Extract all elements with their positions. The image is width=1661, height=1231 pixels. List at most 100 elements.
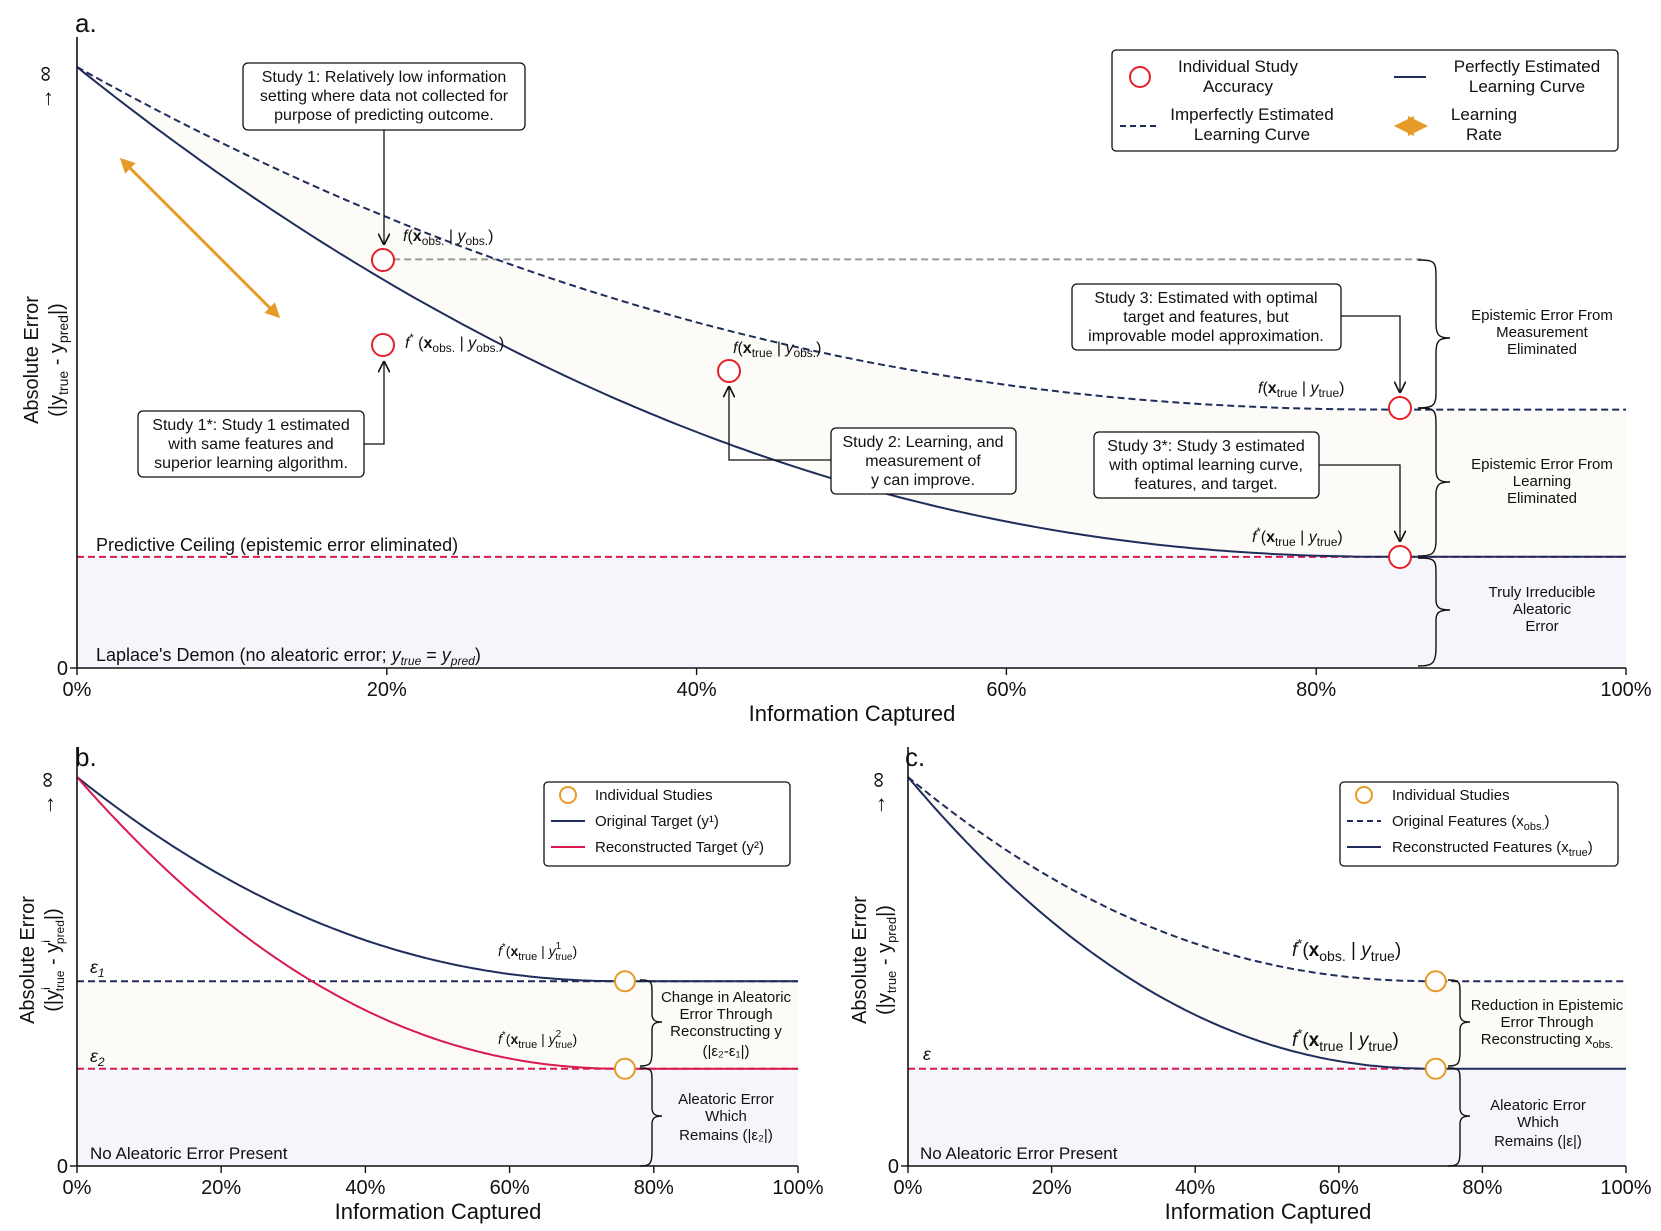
- marker-c-reconstructed: [1424, 1057, 1447, 1080]
- label-b-y2: f*(xtrue | y2 true): [498, 1029, 577, 1051]
- svg-text:Truly Irreducible: Truly Irreducible: [1489, 584, 1596, 601]
- legend-c-reconstructed: Reconstructed Features (xtrue): [1392, 839, 1593, 859]
- marker-study-1-star: [371, 333, 395, 357]
- svg-text:target and features, but: target and features, but: [1123, 309, 1289, 326]
- svg-text:(|yitrue - yipred|): (|yitrue - yipred|): [39, 908, 67, 1012]
- no-aleatoric-b: No Aleatoric Error Present: [90, 1144, 288, 1163]
- svg-text:setting where data not collect: setting where data not collected for: [260, 88, 509, 105]
- ylabel-c: Absolute Error (|ytrue - ypred|): [849, 896, 899, 1024]
- legend-b-reconstructed: Reconstructed Target (y²): [595, 839, 764, 856]
- x-tick-label: 60%: [490, 1177, 530, 1199]
- legend-study-line1: Individual Study: [1178, 57, 1299, 76]
- x-tick-label: 80%: [1462, 1177, 1502, 1199]
- svg-text:Remains (|ε₂|): Remains (|ε₂|): [679, 1127, 773, 1144]
- y-infinity-a: → ∞: [32, 66, 57, 110]
- ylabel-b: Absolute Error (|yitrue - yipred|): [17, 896, 67, 1024]
- panel-a: a. Individual Study Accuracy Perfectly E…: [21, 8, 1652, 726]
- legend-c-original: Original Features (xobs.): [1392, 813, 1550, 833]
- svg-text:Which: Which: [705, 1108, 747, 1125]
- laplace-demon-label: Laplace's Demon (no aleatoric error; ytr…: [96, 645, 481, 668]
- epsilon-label-c: ε: [923, 1044, 932, 1064]
- x-tick-label: 100%: [772, 1177, 823, 1199]
- marker-b-reconstructed: [613, 1057, 636, 1080]
- label-f-xtrue-ytrue: f(xtrue | ytrue): [1258, 380, 1344, 400]
- xlabel-a: Information Captured: [749, 701, 956, 726]
- callout-study-3: Study 3: Estimated with optimal target a…: [1071, 283, 1400, 392]
- y-infinity-b: → ∞: [34, 772, 59, 816]
- x-tick-label: 0%: [63, 1177, 92, 1199]
- brace-b-upper: [639, 979, 663, 1067]
- xlabel-c: Information Captured: [1165, 1199, 1372, 1224]
- reduction-region-c: [908, 777, 1626, 1069]
- imperfect-learning-curve: [76, 66, 1626, 411]
- aleatoric-region-b: [77, 1066, 798, 1166]
- legend-a: Individual Study Accuracy Perfectly Esti…: [1111, 49, 1619, 152]
- x-tick-label: 100%: [1600, 1177, 1651, 1199]
- y-zero-c: 0: [888, 1156, 899, 1178]
- svg-text:Which: Which: [1517, 1114, 1559, 1131]
- callout-study-1-star: Study 1*: Study 1 estimated with same fe…: [137, 362, 384, 478]
- marker-study-1: [371, 248, 395, 272]
- x-tick-label: 80%: [1296, 679, 1336, 701]
- svg-text:Aleatoric Error: Aleatoric Error: [1490, 1097, 1586, 1114]
- svg-text:Reconstructing y: Reconstructing y: [670, 1023, 782, 1040]
- brace-c-lower: [1447, 1067, 1471, 1167]
- legend-b-marker: [559, 786, 577, 804]
- svg-text:Study 3*: Study 3 estimated: Study 3*: Study 3 estimated: [1107, 438, 1304, 455]
- svg-text:Error Through: Error Through: [679, 1006, 772, 1023]
- svg-text:(|ε₂-ε₁|): (|ε₂-ε₁|): [702, 1043, 749, 1060]
- label-c-obs: f*(xobs. | ytrue): [1292, 936, 1401, 964]
- predictive-ceiling-label: Predictive Ceiling (epistemic error elim…: [96, 535, 458, 555]
- svg-text:improvable model approximation: improvable model approximation.: [1088, 328, 1324, 345]
- label-b-y1: f*(xtrue | y1 true): [498, 941, 577, 963]
- axes-c: 0% 20% 40% 60% 80% 100%: [894, 747, 1652, 1199]
- svg-text:Error: Error: [1525, 618, 1558, 635]
- ylabel-a: Absolute Error (|ytrue - ypred|): [21, 296, 71, 424]
- legend-marker-study: [1129, 66, 1151, 88]
- svg-text:(|ytrue - ypred|): (|ytrue - ypred|): [874, 905, 899, 1015]
- brace-text-learning: Epistemic Error From Learning Eliminated: [1471, 456, 1613, 507]
- svg-text:Learning: Learning: [1513, 473, 1571, 490]
- svg-text:Absolute Error: Absolute Error: [849, 896, 871, 1024]
- brace-c-lower-text: Aleatoric Error Which Remains (|ε|): [1490, 1097, 1586, 1150]
- label-fstar-xobs-yobs: f* (xobs. | yobs.): [405, 332, 504, 355]
- label-fstar-xtrue-ytrue: f*(xtrue | ytrue): [1252, 526, 1343, 549]
- svg-text:y can improve.: y can improve.: [871, 472, 975, 489]
- x-tick-label: 60%: [986, 679, 1026, 701]
- x-tick-label: 100%: [1600, 679, 1651, 701]
- callout-study-1: Study 1: Relatively low information sett…: [242, 62, 526, 244]
- aleatoric-region-c: [908, 1066, 1626, 1166]
- panel-c: c. Individual Studies Original Features …: [849, 742, 1652, 1224]
- legend-perfect-line2: Learning Curve: [1469, 77, 1585, 96]
- y-zero-a: 0: [57, 658, 68, 680]
- brace-text-irreducible: Truly Irreducible Aleatoric Error: [1489, 584, 1596, 635]
- aleatoric-region: [77, 558, 1626, 668]
- epsilon-2-label: ε2: [90, 1046, 105, 1069]
- svg-text:Aleatoric Error: Aleatoric Error: [678, 1091, 774, 1108]
- x-tick-label: 0%: [894, 1177, 923, 1199]
- marker-study-2: [717, 359, 741, 383]
- legend-imperfect-line2: Learning Curve: [1194, 125, 1310, 144]
- svg-text:Reduction in Epistemic: Reduction in Epistemic: [1471, 997, 1624, 1014]
- svg-text:Remains (|ε|): Remains (|ε|): [1494, 1133, 1582, 1150]
- x-tick-label: 40%: [345, 1177, 385, 1199]
- callout-study-3-star: Study 3*: Study 3 estimated with optimal…: [1093, 431, 1400, 541]
- svg-text:Study 3: Estimated with optima: Study 3: Estimated with optimal: [1094, 290, 1317, 307]
- svg-text:Study 1: Relatively low inform: Study 1: Relatively low information: [262, 69, 507, 86]
- marker-study-3-star: [1388, 545, 1412, 569]
- legend-b: Individual Studies Original Target (y¹) …: [543, 781, 791, 867]
- reconstructed-features-curve: [907, 776, 1626, 1070]
- no-aleatoric-c: No Aleatoric Error Present: [920, 1144, 1118, 1163]
- original-target-curve: [76, 776, 798, 983]
- svg-text:Study 2: Learning, and: Study 2: Learning, and: [842, 434, 1003, 451]
- reconstructed-target-curve: [76, 776, 798, 1070]
- panel-label-a: a.: [75, 8, 97, 38]
- legend-study-line2: Accuracy: [1203, 77, 1273, 96]
- legend-rate-line2: Rate: [1466, 125, 1502, 144]
- brace-c-upper-text: Reduction in Epistemic Error Through Rec…: [1471, 997, 1624, 1051]
- y-infinity-c: → ∞: [865, 772, 890, 816]
- x-tick-label: 40%: [1175, 1177, 1215, 1199]
- svg-text:Eliminated: Eliminated: [1507, 341, 1577, 358]
- svg-text:purpose of predicting outcome.: purpose of predicting outcome.: [274, 107, 494, 124]
- epsilon-1-label: ε1: [90, 957, 105, 980]
